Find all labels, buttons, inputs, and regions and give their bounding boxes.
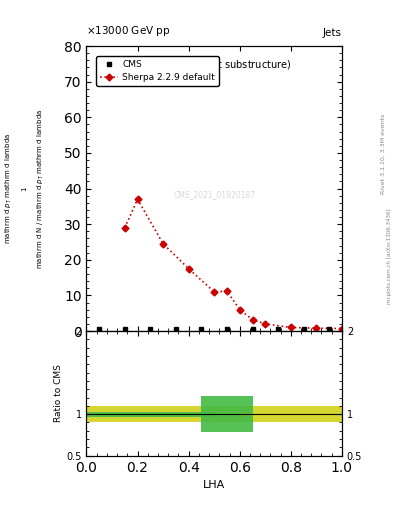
CMS: [301, 326, 306, 332]
CMS: [97, 326, 101, 332]
Text: $\times$13000 GeV pp: $\times$13000 GeV pp: [86, 25, 171, 38]
Sherpa 2.2.9 default: [212, 289, 217, 295]
CMS: [123, 326, 127, 332]
Sherpa 2.2.9 default: [263, 321, 268, 327]
Text: mcplots.cern.ch [arXiv:1306.3436]: mcplots.cern.ch [arXiv:1306.3436]: [387, 208, 391, 304]
X-axis label: LHA: LHA: [203, 480, 225, 490]
Sherpa 2.2.9 default: [186, 266, 191, 272]
Line: CMS: CMS: [97, 327, 332, 332]
CMS: [276, 326, 281, 332]
CMS: [225, 326, 230, 332]
Text: CMS_2021_01920187: CMS_2021_01920187: [173, 190, 255, 199]
Sherpa 2.2.9 default: [250, 316, 255, 323]
Sherpa 2.2.9 default: [237, 307, 242, 313]
Sherpa 2.2.9 default: [135, 196, 140, 202]
Line: Sherpa 2.2.9 default: Sherpa 2.2.9 default: [122, 197, 344, 331]
Y-axis label: Ratio to CMS: Ratio to CMS: [55, 365, 63, 422]
Text: mathrm d$^2$N

mathrm d $p_\mathrm{T}$ mathrm d lambda

1

mathrm d N / mathrm d: mathrm d$^2$N mathrm d $p_\mathrm{T}$ ma…: [0, 109, 46, 269]
CMS: [199, 326, 204, 332]
Sherpa 2.2.9 default: [340, 326, 344, 332]
CMS: [327, 326, 332, 332]
Sherpa 2.2.9 default: [314, 325, 319, 331]
Text: Rivet 3.1.10, 3.3M events: Rivet 3.1.10, 3.3M events: [381, 114, 386, 194]
Text: LHA $\lambda^{1}_{0.5}$ (CMS jet substructure): LHA $\lambda^{1}_{0.5}$ (CMS jet substru…: [138, 57, 291, 74]
CMS: [148, 326, 152, 332]
Sherpa 2.2.9 default: [225, 288, 230, 294]
Text: Jets: Jets: [323, 28, 342, 38]
CMS: [174, 326, 178, 332]
Sherpa 2.2.9 default: [288, 325, 293, 331]
Sherpa 2.2.9 default: [123, 225, 127, 231]
CMS: [250, 326, 255, 332]
Sherpa 2.2.9 default: [161, 241, 165, 247]
Legend: CMS, Sherpa 2.2.9 default: CMS, Sherpa 2.2.9 default: [96, 56, 219, 86]
